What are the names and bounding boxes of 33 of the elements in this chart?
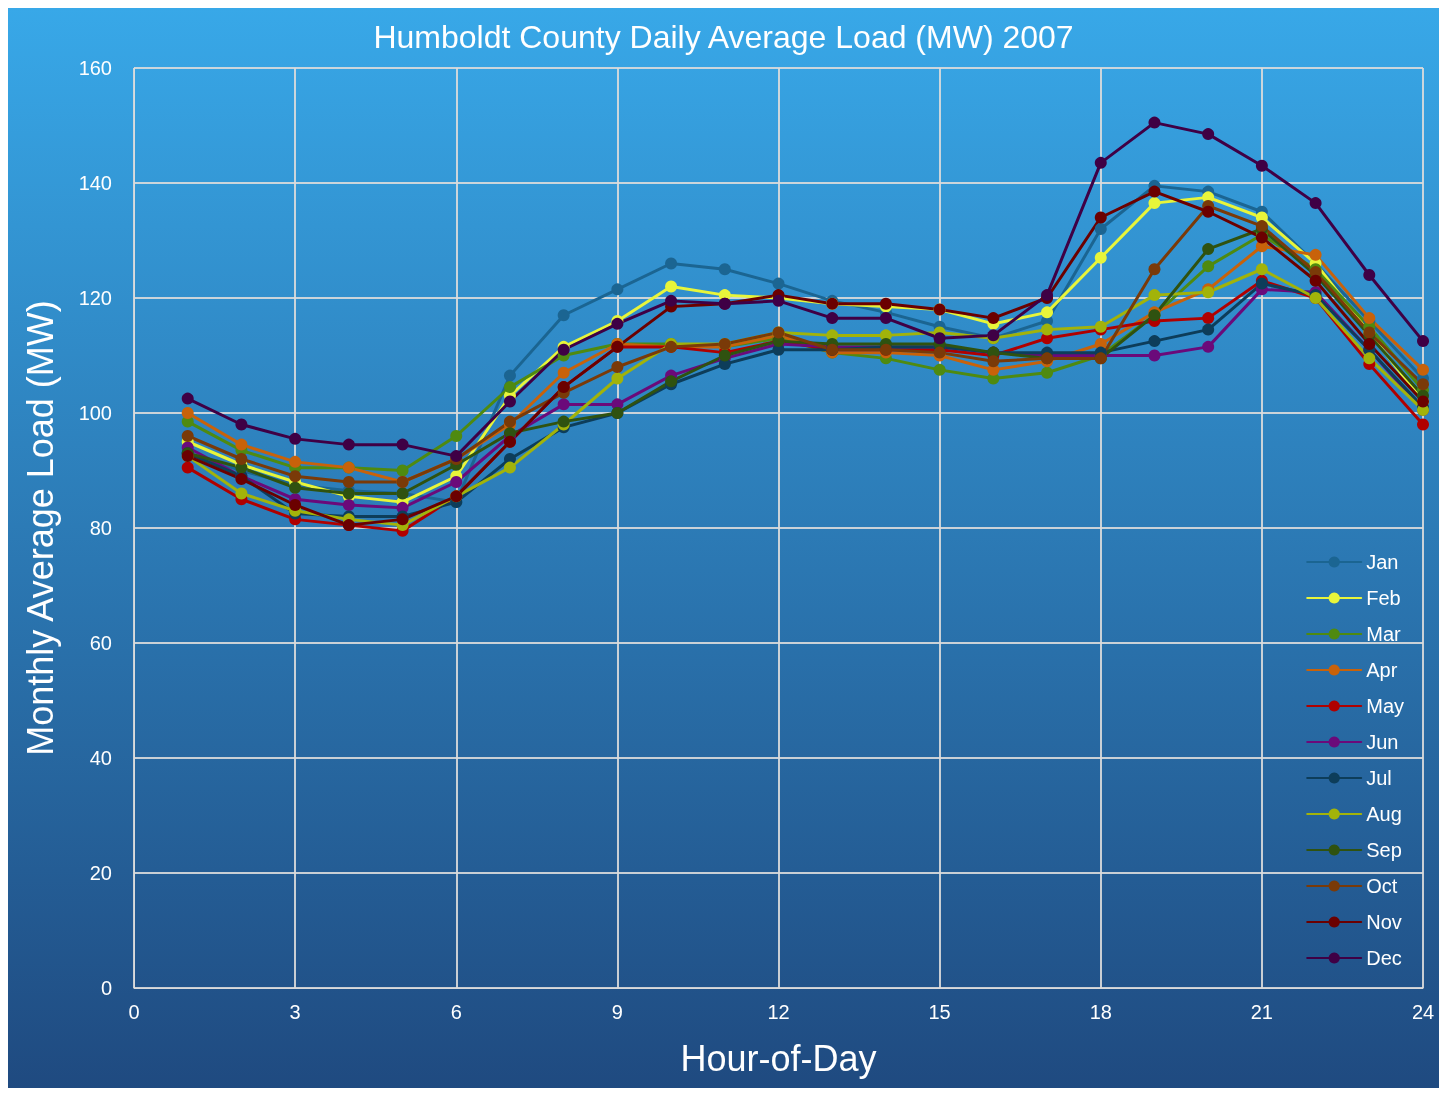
x-tick-label: 6	[450, 1001, 462, 1023]
x-tick-label: 0	[128, 1001, 140, 1023]
x-tick-label: 21	[1250, 1001, 1273, 1023]
legend-label: May	[1366, 695, 1405, 717]
x-axis-title: Hour-of-Day	[680, 1037, 877, 1079]
legend-label: Mar	[1366, 623, 1401, 645]
y-tick-label: 80	[89, 517, 112, 539]
legend-label: Jun	[1366, 731, 1399, 753]
legend-label: Dec	[1366, 947, 1402, 969]
legend-label: Nov	[1366, 911, 1402, 933]
chart-title: Humboldt County Daily Average Load (MW) 2007	[373, 19, 1074, 55]
y-tick-label: 0	[100, 977, 112, 999]
y-tick-label: 40	[89, 747, 112, 769]
x-tick-label: 3	[289, 1001, 301, 1023]
y-axis-title: Monthly Average Load (MW)	[19, 300, 61, 756]
legend-label: Oct	[1366, 875, 1398, 897]
y-tick-label: 140	[78, 172, 112, 194]
x-tick-label: 24	[1411, 1001, 1435, 1023]
legend-label: Feb	[1366, 587, 1401, 609]
legend-label: Jul	[1366, 767, 1392, 789]
legend-label: Apr	[1366, 659, 1398, 681]
legend-label: Jan	[1366, 551, 1399, 573]
y-tick-label: 120	[78, 287, 112, 309]
x-tick-label: 15	[928, 1001, 951, 1023]
x-tick-label: 9	[611, 1001, 623, 1023]
y-tick-label: 160	[78, 57, 112, 79]
y-tick-label: 100	[78, 402, 112, 424]
x-tick-label: 18	[1089, 1001, 1112, 1023]
x-tick-label: 12	[767, 1001, 790, 1023]
y-tick-label: 20	[89, 862, 112, 884]
legend-label: Aug	[1366, 803, 1402, 825]
legend-label: Sep	[1366, 839, 1402, 861]
y-tick-label: 60	[89, 632, 112, 654]
